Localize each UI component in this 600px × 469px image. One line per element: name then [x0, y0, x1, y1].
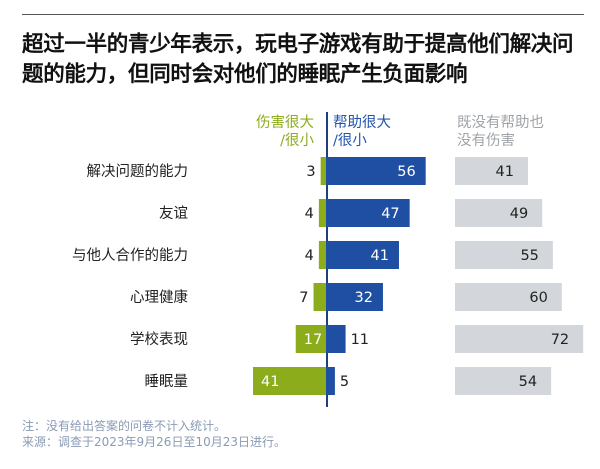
bar-help [326, 241, 399, 269]
category-label: 友谊 [159, 205, 188, 222]
harm-value-label: 3 [306, 164, 315, 180]
legend-neither-line-2: 没有伤害 [457, 133, 515, 149]
legend-help: 帮助很大 /很小 [333, 114, 423, 150]
bar-neither [455, 325, 584, 353]
category-label: 学校表现 [130, 331, 188, 348]
neither-value-label: 55 [520, 248, 538, 264]
legend-help-line-1: 帮助很大 [333, 115, 391, 131]
neither-value-label: 54 [519, 374, 537, 390]
legend-harm-line-1: 伤害很大 [256, 115, 314, 131]
neither-value-label: 60 [529, 290, 547, 306]
bar-harm [318, 241, 326, 269]
top-rule [22, 14, 584, 15]
neither-value-label: 72 [551, 332, 569, 348]
bar-help [326, 157, 426, 185]
neither-value-label: 41 [496, 164, 514, 180]
bar-neither [455, 157, 528, 185]
help-value-label: 47 [381, 206, 399, 222]
harm-value-label: 4 [305, 206, 314, 222]
legend-harm-line-2: /很小 [280, 133, 314, 149]
category-label: 与他人合作的能力 [72, 247, 188, 264]
footnotes: 注：没有给出答案的问卷不计入统计。 来源：调查于2023年9月26日至10月23… [22, 418, 286, 450]
legend-help-line-2: /很小 [333, 133, 367, 149]
note-text: 注：没有给出答案的问卷不计入统计。 [22, 419, 227, 433]
legend-neither: 既没有帮助也 没有伤害 [457, 114, 567, 150]
harm-value-label: 41 [261, 374, 279, 390]
help-value-label: 56 [397, 164, 415, 180]
bar-help [326, 325, 346, 353]
neither-value-label: 49 [510, 206, 528, 222]
bar-harm [295, 325, 326, 353]
help-value-label: 41 [371, 248, 389, 264]
bar-harm [313, 283, 326, 311]
source-text: 来源：调查于2023年9月26日至10月23日进行。 [22, 435, 286, 449]
legend-neither-line-1: 既没有帮助也 [457, 115, 544, 131]
bar-neither [455, 241, 553, 269]
bar-help [326, 367, 335, 395]
harm-value-label: 17 [304, 332, 322, 348]
category-label: 解决问题的能力 [87, 163, 189, 180]
category-label: 睡眠量 [145, 373, 189, 390]
harm-value-label: 7 [299, 290, 308, 306]
legend-harm: 伤害很大 /很小 [238, 114, 314, 150]
bar-help [326, 199, 410, 227]
bar-harm [320, 157, 326, 185]
bar-harm [318, 199, 326, 227]
harm-value-label: 4 [305, 248, 314, 264]
bar-neither [455, 283, 562, 311]
help-value-label: 11 [351, 332, 369, 348]
bar-help [326, 283, 383, 311]
help-value-label: 32 [355, 290, 373, 306]
help-value-label: 5 [340, 374, 349, 390]
bar-neither [455, 367, 552, 395]
bar-harm [253, 367, 326, 395]
chart-title: 超过一半的青少年表示，玩电子游戏有助于提高他们解决问题的能力，但同时会对他们的睡… [22, 32, 574, 87]
bar-neither [455, 199, 543, 227]
category-label: 心理健康 [130, 289, 188, 306]
